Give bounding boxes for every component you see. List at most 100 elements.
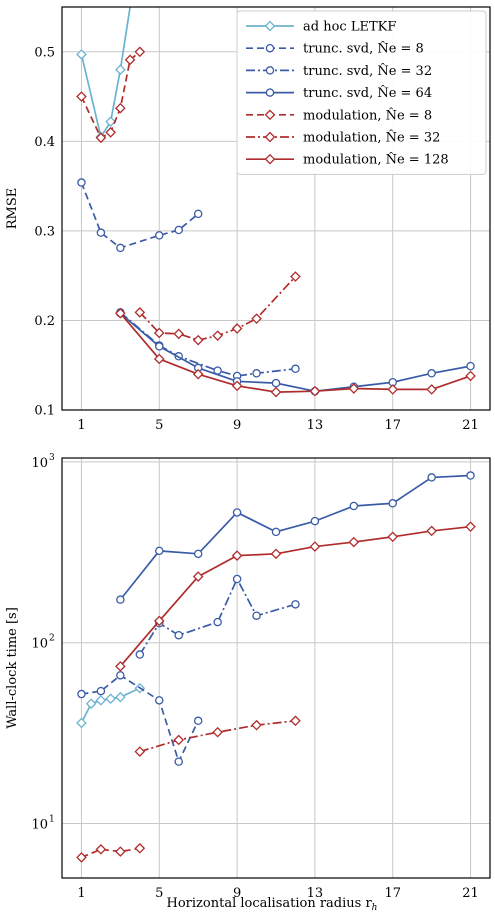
legend-label: modulation, N̂e = 32 [303,129,440,145]
data-point [95,695,107,706]
data-point [193,209,203,219]
legend-label: trunc. svd, N̂e = 32 [303,63,432,79]
data-point [76,717,87,729]
legend-label: trunc. svd, N̂e = 64 [303,85,432,101]
series-line [119,312,471,393]
x-tick-label: 21 [462,418,479,433]
data-point [231,380,243,392]
data-point [115,661,126,672]
legend: ad hoc LETKF trunc. svd, N̂e = 8 trunc. sv… [236,10,487,175]
data-point [251,719,262,731]
series-trunc-svd-ne-8 [77,671,203,766]
y-axis-label: Wall-clock time [s] [5,607,20,729]
y-tick-label: 0.3 [34,224,55,239]
data-point [270,548,282,560]
y-tick-label: 0.2 [34,314,55,329]
legend-entry-trunc-svd-ne-32: trunc. svd, N̂e = 32 [246,63,432,79]
series-trunc-svd-ne-64 [116,471,475,604]
legend-entry-trunc-svd-ne-8: trunc. svd, N̂e = 8 [246,40,424,57]
data-point [115,102,126,114]
data-point [153,353,165,365]
data-point [465,370,476,382]
data-point [427,369,436,378]
series-modulation-ne-128 [115,307,476,398]
data-point [115,64,126,76]
data-point [309,385,321,397]
series-ad-hoc-letkf [76,7,131,143]
x-tick-label: 1 [77,886,85,901]
x-tick-label: 9 [233,418,241,433]
legend-marker [264,20,276,32]
data-point [173,734,185,746]
data-point [155,546,164,556]
y-tick-exponent: 2 [49,634,55,644]
legend-label: modulation, N̂e = 128 [303,151,449,167]
data-point [155,696,164,705]
data-point [116,243,125,253]
grid [62,458,490,878]
x-tick-label: 5 [155,886,163,901]
legend-marker [264,131,276,143]
x-tick-label: 5 [155,418,163,433]
legend-entry-ad-hoc-letkf: ad hoc LETKF [246,20,396,35]
data-point [124,54,136,66]
series-group [76,7,476,398]
x-tick-label: 9 [233,886,241,901]
data-point [232,574,242,584]
data-point [232,508,242,517]
data-point [212,726,223,738]
data-point [96,686,106,696]
data-point [252,369,261,378]
series-line [80,182,199,249]
data-point [231,323,243,334]
series-trunc-svd-ne-8 [77,178,203,253]
series-modulation-ne-128 [115,521,476,672]
data-point [134,46,146,58]
data-point [212,330,223,341]
data-point [155,342,164,351]
y-axis-label: RMSE [5,188,20,230]
data-point [192,571,204,582]
data-point [134,842,146,854]
series-trunc-svd-ne-64 [116,309,475,396]
data-point [135,650,145,659]
data-point [76,852,87,863]
series-trunc-svd-ne-32 [135,574,300,659]
data-point [251,313,262,324]
legend-box [236,10,487,175]
data-point [387,384,399,395]
legend-label: ad hoc LETKF [303,20,396,35]
data-point [465,521,476,532]
legend-marker [264,109,276,121]
data-point [252,611,261,620]
series-line [119,312,471,393]
x-tick-label: 17 [384,886,401,901]
x-tick-label: 13 [307,418,324,433]
data-point [115,307,126,319]
data-point [105,127,116,138]
legend-label: trunc. svd, N̂e = 8 [303,40,424,56]
series-line [119,525,471,667]
data-point [271,527,281,537]
x-tick-label: 17 [384,418,401,433]
data-point [115,691,126,703]
series-ad-hoc-letkf [76,682,146,729]
x-tick-label: 1 [77,418,85,433]
data-point [85,698,97,710]
legend-entry-modulation-ne-32: modulation, N̂e = 32 [246,129,440,146]
data-point [173,328,185,340]
data-point [426,384,437,395]
data-point [76,49,87,60]
data-point [349,501,359,511]
x-axis-label: Horizontal localisation radius rh [167,896,378,912]
series-line [119,474,471,601]
axes-frame [61,6,491,411]
series-line [81,847,140,859]
data-point [309,541,321,552]
data-point [76,91,87,102]
data-point [348,536,360,548]
series-group [76,471,476,863]
legend-marker [264,153,276,165]
